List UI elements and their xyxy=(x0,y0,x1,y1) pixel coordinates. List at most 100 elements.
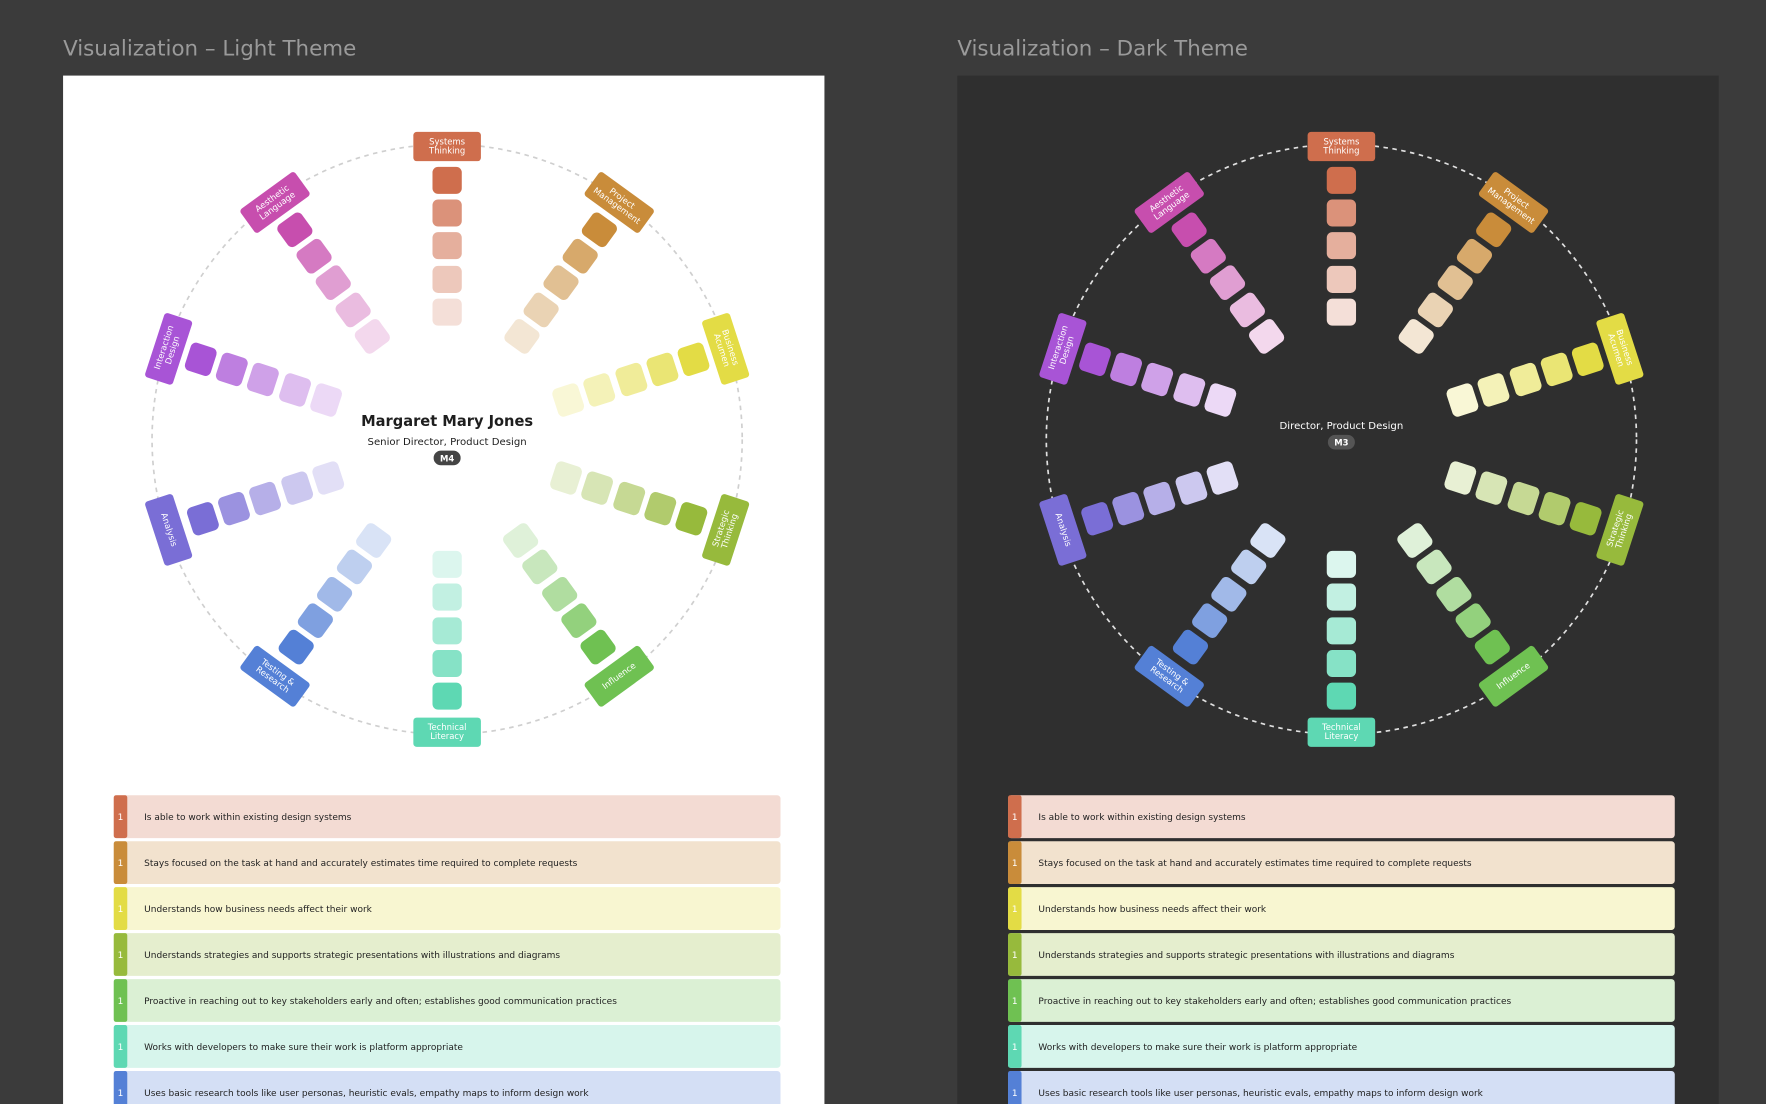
skill-block xyxy=(1079,342,1111,376)
criteria-text: Stays focused on the task at hand and ac… xyxy=(144,859,577,869)
criteria-row xyxy=(1008,933,1675,976)
skill-block xyxy=(1229,292,1265,328)
skill-label-background xyxy=(240,645,310,707)
skill-label-group: Analysis xyxy=(1039,494,1087,566)
skill-block xyxy=(1477,373,1510,407)
criteria-row xyxy=(1008,979,1675,1022)
skill-label-background xyxy=(1596,494,1644,566)
criteria-stripe xyxy=(113,979,128,1022)
frame: Visualization – Dark Theme Systems Thinki… xyxy=(957,36,1719,1104)
skill-block xyxy=(296,238,332,274)
skill-block xyxy=(1175,471,1208,505)
skill-block xyxy=(249,481,281,516)
skill-block xyxy=(1437,265,1473,300)
skill-block xyxy=(581,212,617,248)
criteria-text: Works with developers to make sure their… xyxy=(1038,1043,1357,1053)
skill-label-background xyxy=(1134,645,1204,707)
skill-block xyxy=(1141,362,1174,397)
criteria-row xyxy=(113,795,781,839)
skill-label-background xyxy=(584,172,654,233)
skill-block xyxy=(432,583,462,611)
skill-block xyxy=(543,265,579,300)
criteria-level: 1 xyxy=(118,997,124,1007)
criteria-stripe xyxy=(113,1070,128,1104)
skill-label: Technical Literacy xyxy=(1321,722,1361,742)
skill-block xyxy=(1326,199,1357,227)
skill-label-background xyxy=(1307,717,1376,747)
skill-block xyxy=(1250,523,1286,558)
criteria-text: Is able to work within existing design s… xyxy=(1038,813,1245,823)
skill-block xyxy=(675,502,708,536)
skill-block xyxy=(1326,649,1357,678)
skill-block xyxy=(1474,629,1510,665)
criteria-level: 1 xyxy=(118,1043,124,1053)
criteria-level: 1 xyxy=(1012,859,1018,869)
skill-block xyxy=(432,166,462,194)
criteria-level: 1 xyxy=(118,1089,124,1099)
skill-block xyxy=(552,383,585,417)
skill-block xyxy=(279,373,311,407)
skill-block xyxy=(1211,576,1247,612)
skill-block xyxy=(646,352,679,387)
skill-block xyxy=(1231,549,1267,585)
skill-block xyxy=(1326,232,1357,260)
skill-block xyxy=(432,199,462,227)
skill-label: Systems Thinking xyxy=(429,136,466,156)
skill-label-background xyxy=(702,313,750,385)
criteria-stripe xyxy=(1008,933,1022,976)
skill-label-group: Interaction Design xyxy=(1039,313,1087,385)
skill-block xyxy=(432,649,462,678)
skill-block xyxy=(184,342,217,376)
criteria-level: 1 xyxy=(1012,1089,1018,1099)
skill-label-background xyxy=(240,172,310,233)
criteria-text: Works with developers to make sure their… xyxy=(144,1043,463,1053)
criteria-text: Proactive in reaching out to key stakeho… xyxy=(144,997,617,1007)
skill-block xyxy=(1444,461,1477,495)
criteria-stripe xyxy=(113,887,128,930)
skill-block xyxy=(613,481,646,516)
skill-label-group: Aesthetic Language xyxy=(1134,172,1204,233)
criteria-stripe xyxy=(1008,1070,1022,1104)
skill-label-background xyxy=(145,313,193,385)
skill-label-group: Project Management xyxy=(1478,172,1549,233)
criteria-level: 1 xyxy=(118,859,124,869)
criteria-stripe xyxy=(1008,979,1022,1022)
skill-label-background xyxy=(584,645,654,707)
skill-label-group: Influence xyxy=(584,645,654,707)
criteria-level: 1 xyxy=(1012,905,1018,915)
skill-block xyxy=(317,576,353,612)
skill-block xyxy=(1540,352,1573,387)
skill-block xyxy=(312,461,345,495)
skill-block xyxy=(504,319,540,354)
skill-block xyxy=(1190,238,1226,274)
skill-label-background xyxy=(1307,131,1376,162)
skill-label-group: Systems Thinking xyxy=(413,131,481,162)
skill-label-group: Interaction Design xyxy=(145,313,193,385)
level-badge xyxy=(1327,434,1355,450)
skill-label-group: Analysis xyxy=(145,494,193,566)
criteria-row xyxy=(113,933,781,976)
skill-block xyxy=(1571,342,1604,376)
skill-block xyxy=(1326,298,1357,326)
skill-block xyxy=(1204,383,1237,417)
criteria-row xyxy=(113,887,781,930)
skill-block xyxy=(581,471,614,505)
skill-label-background xyxy=(413,717,481,747)
criteria-level: 1 xyxy=(118,905,124,915)
skill-label-background xyxy=(413,131,481,162)
skill-block xyxy=(354,319,390,354)
skill-block xyxy=(1171,212,1207,248)
skill-block xyxy=(432,265,462,293)
skill-block xyxy=(1110,352,1143,387)
skill-label: Systems Thinking xyxy=(1323,136,1360,156)
skill-label-group: Project Management xyxy=(584,172,654,233)
criteria-stripe xyxy=(113,933,128,976)
skill-block xyxy=(583,373,616,407)
criteria-stripe xyxy=(113,1025,128,1068)
criteria-stripe xyxy=(1008,841,1022,885)
criteria-stripe xyxy=(113,795,128,839)
skill-label-group: Technical Literacy xyxy=(413,717,481,747)
level-badge xyxy=(433,450,461,466)
skill-block xyxy=(432,550,462,578)
